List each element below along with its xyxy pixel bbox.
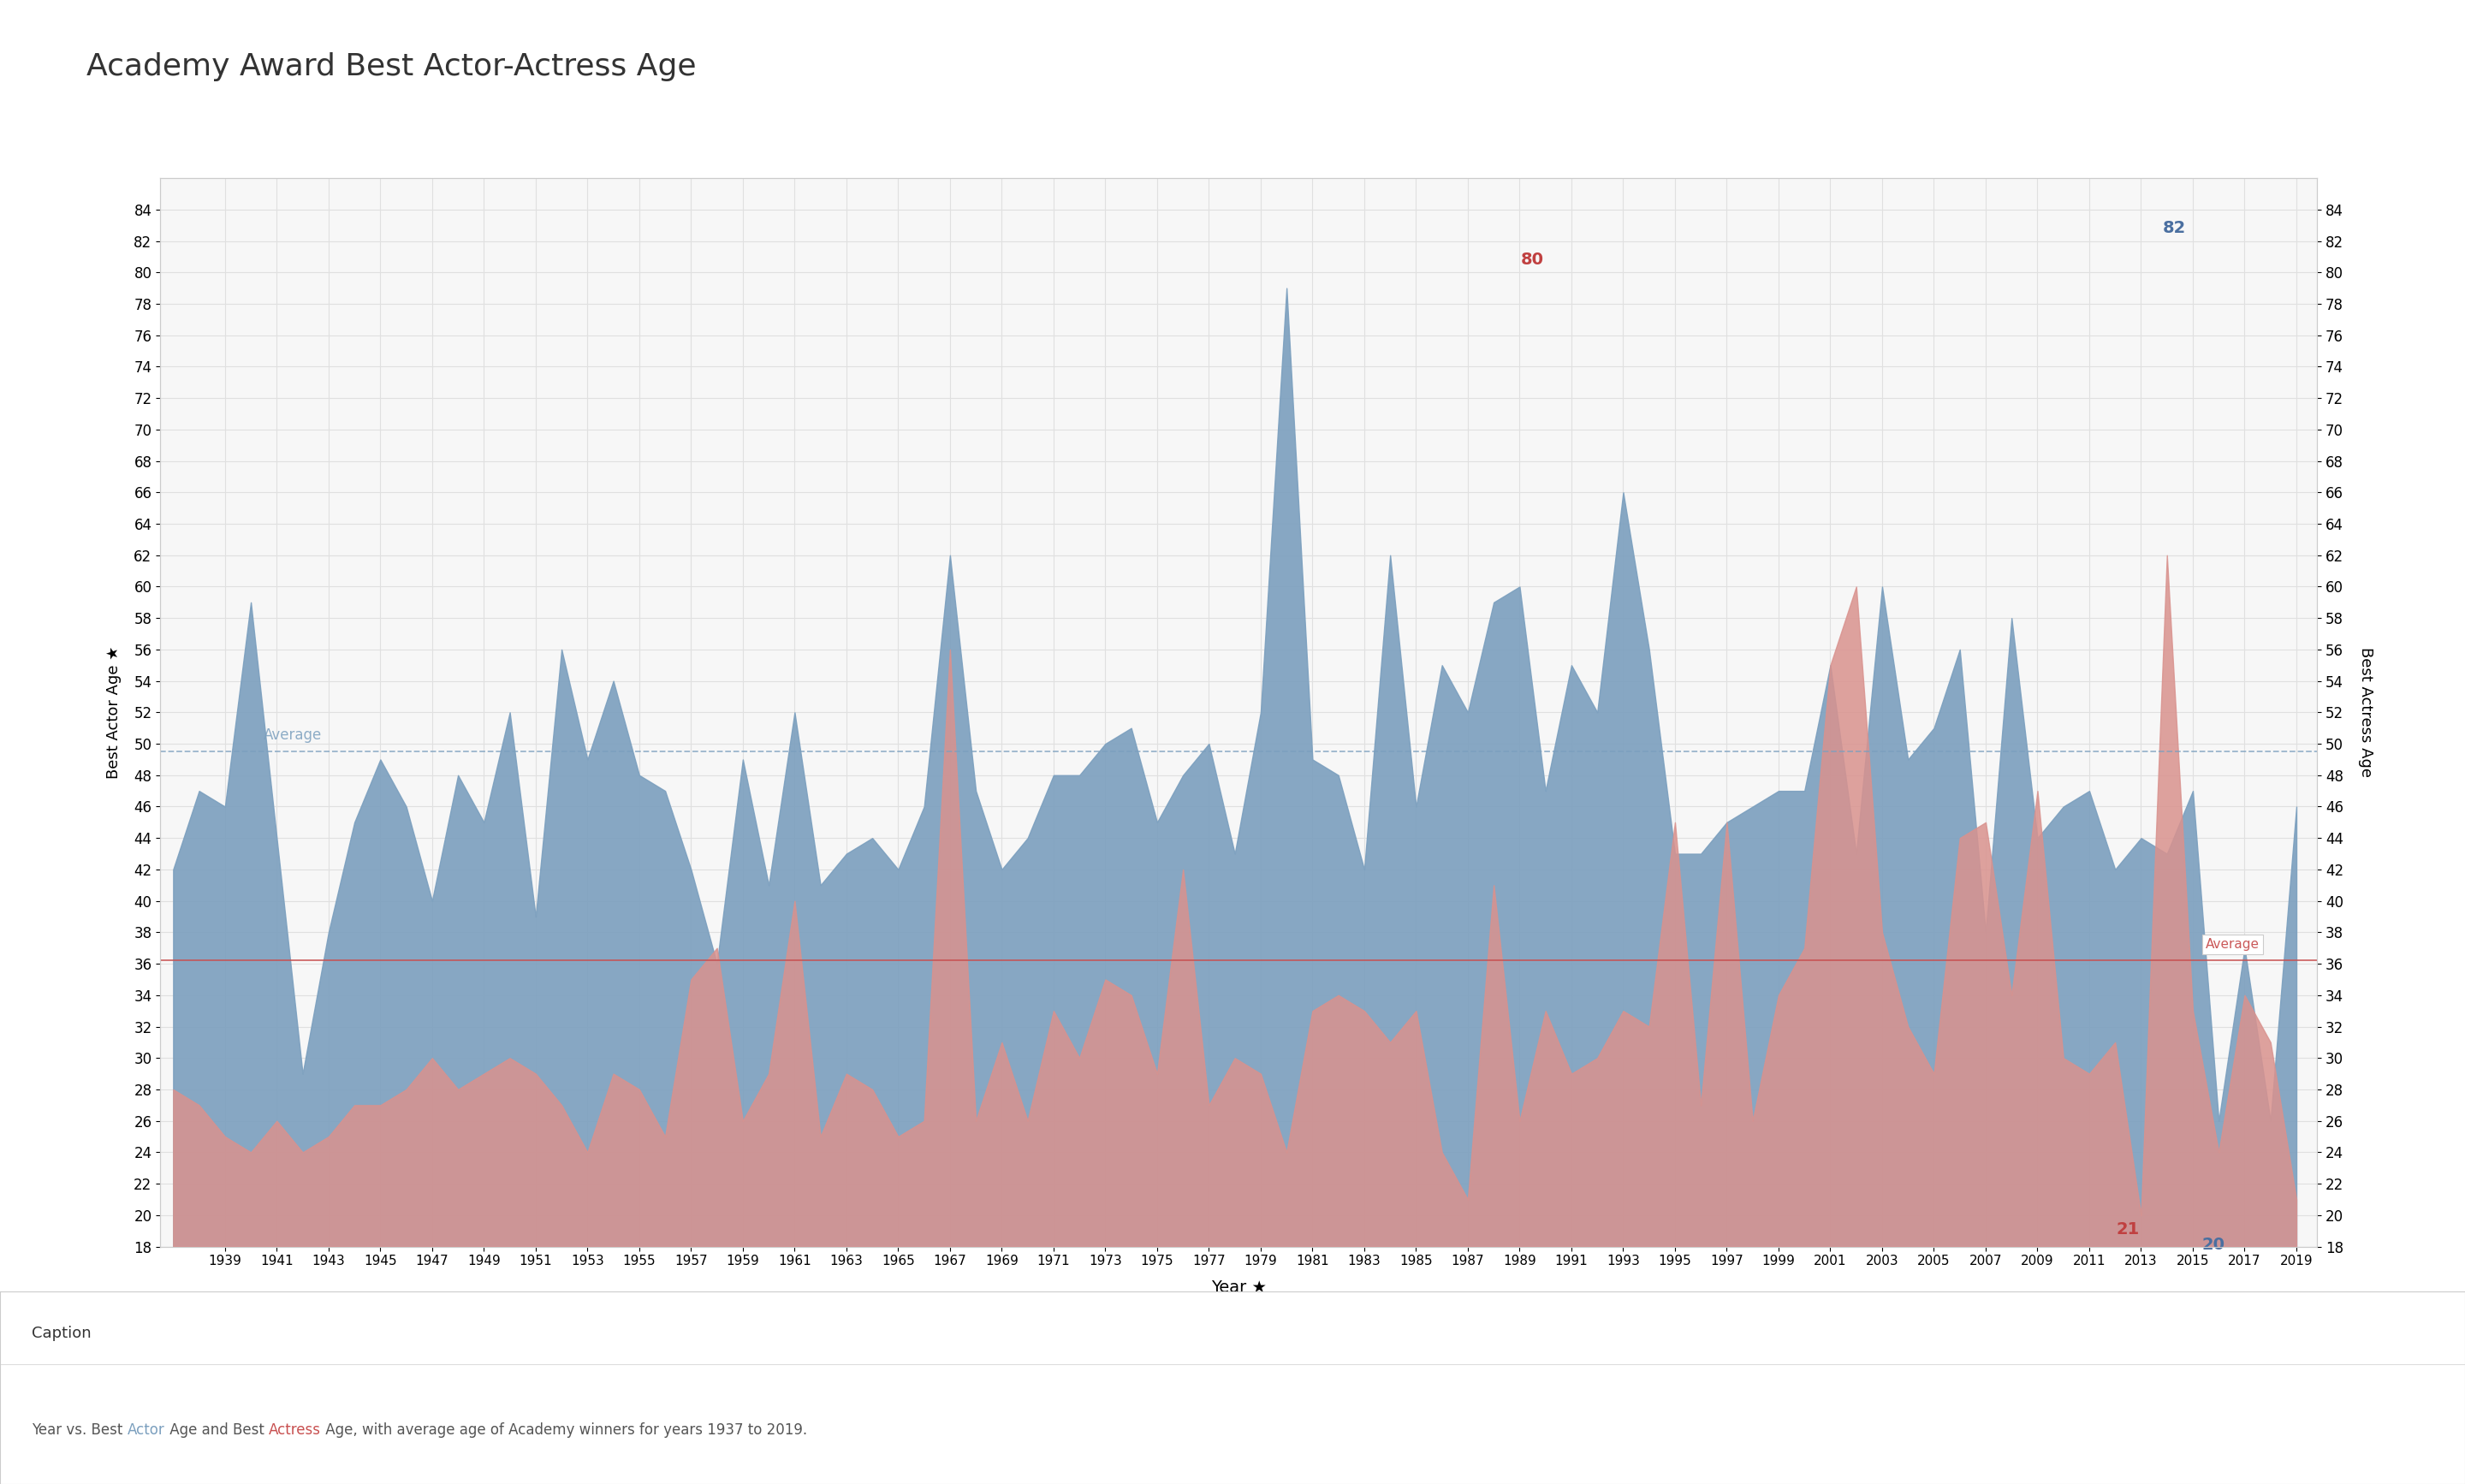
- Text: Average: Average: [2206, 938, 2260, 951]
- Text: Age and Best: Age and Best: [165, 1422, 269, 1438]
- Text: Age, with average age of Academy winners for years 1937 to 2019.: Age, with average age of Academy winners…: [320, 1422, 806, 1438]
- Text: Actress: Actress: [269, 1422, 320, 1438]
- Text: 82: 82: [2162, 220, 2186, 236]
- X-axis label: Year ★: Year ★: [1210, 1279, 1267, 1296]
- Text: Academy Award Best Actor-Actress Age: Academy Award Best Actor-Actress Age: [86, 52, 695, 82]
- Text: 80: 80: [1521, 252, 1543, 269]
- Text: Average: Average: [264, 727, 323, 742]
- Text: Year vs. Best: Year vs. Best: [32, 1422, 128, 1438]
- Text: Actor: Actor: [128, 1422, 165, 1438]
- Text: 20: 20: [2201, 1236, 2226, 1252]
- Text: Caption: Caption: [32, 1325, 91, 1342]
- Y-axis label: Best Actor Age ★: Best Actor Age ★: [106, 646, 121, 779]
- Y-axis label: Best Actress Age: Best Actress Age: [2359, 647, 2374, 778]
- Text: 21: 21: [2117, 1221, 2140, 1238]
